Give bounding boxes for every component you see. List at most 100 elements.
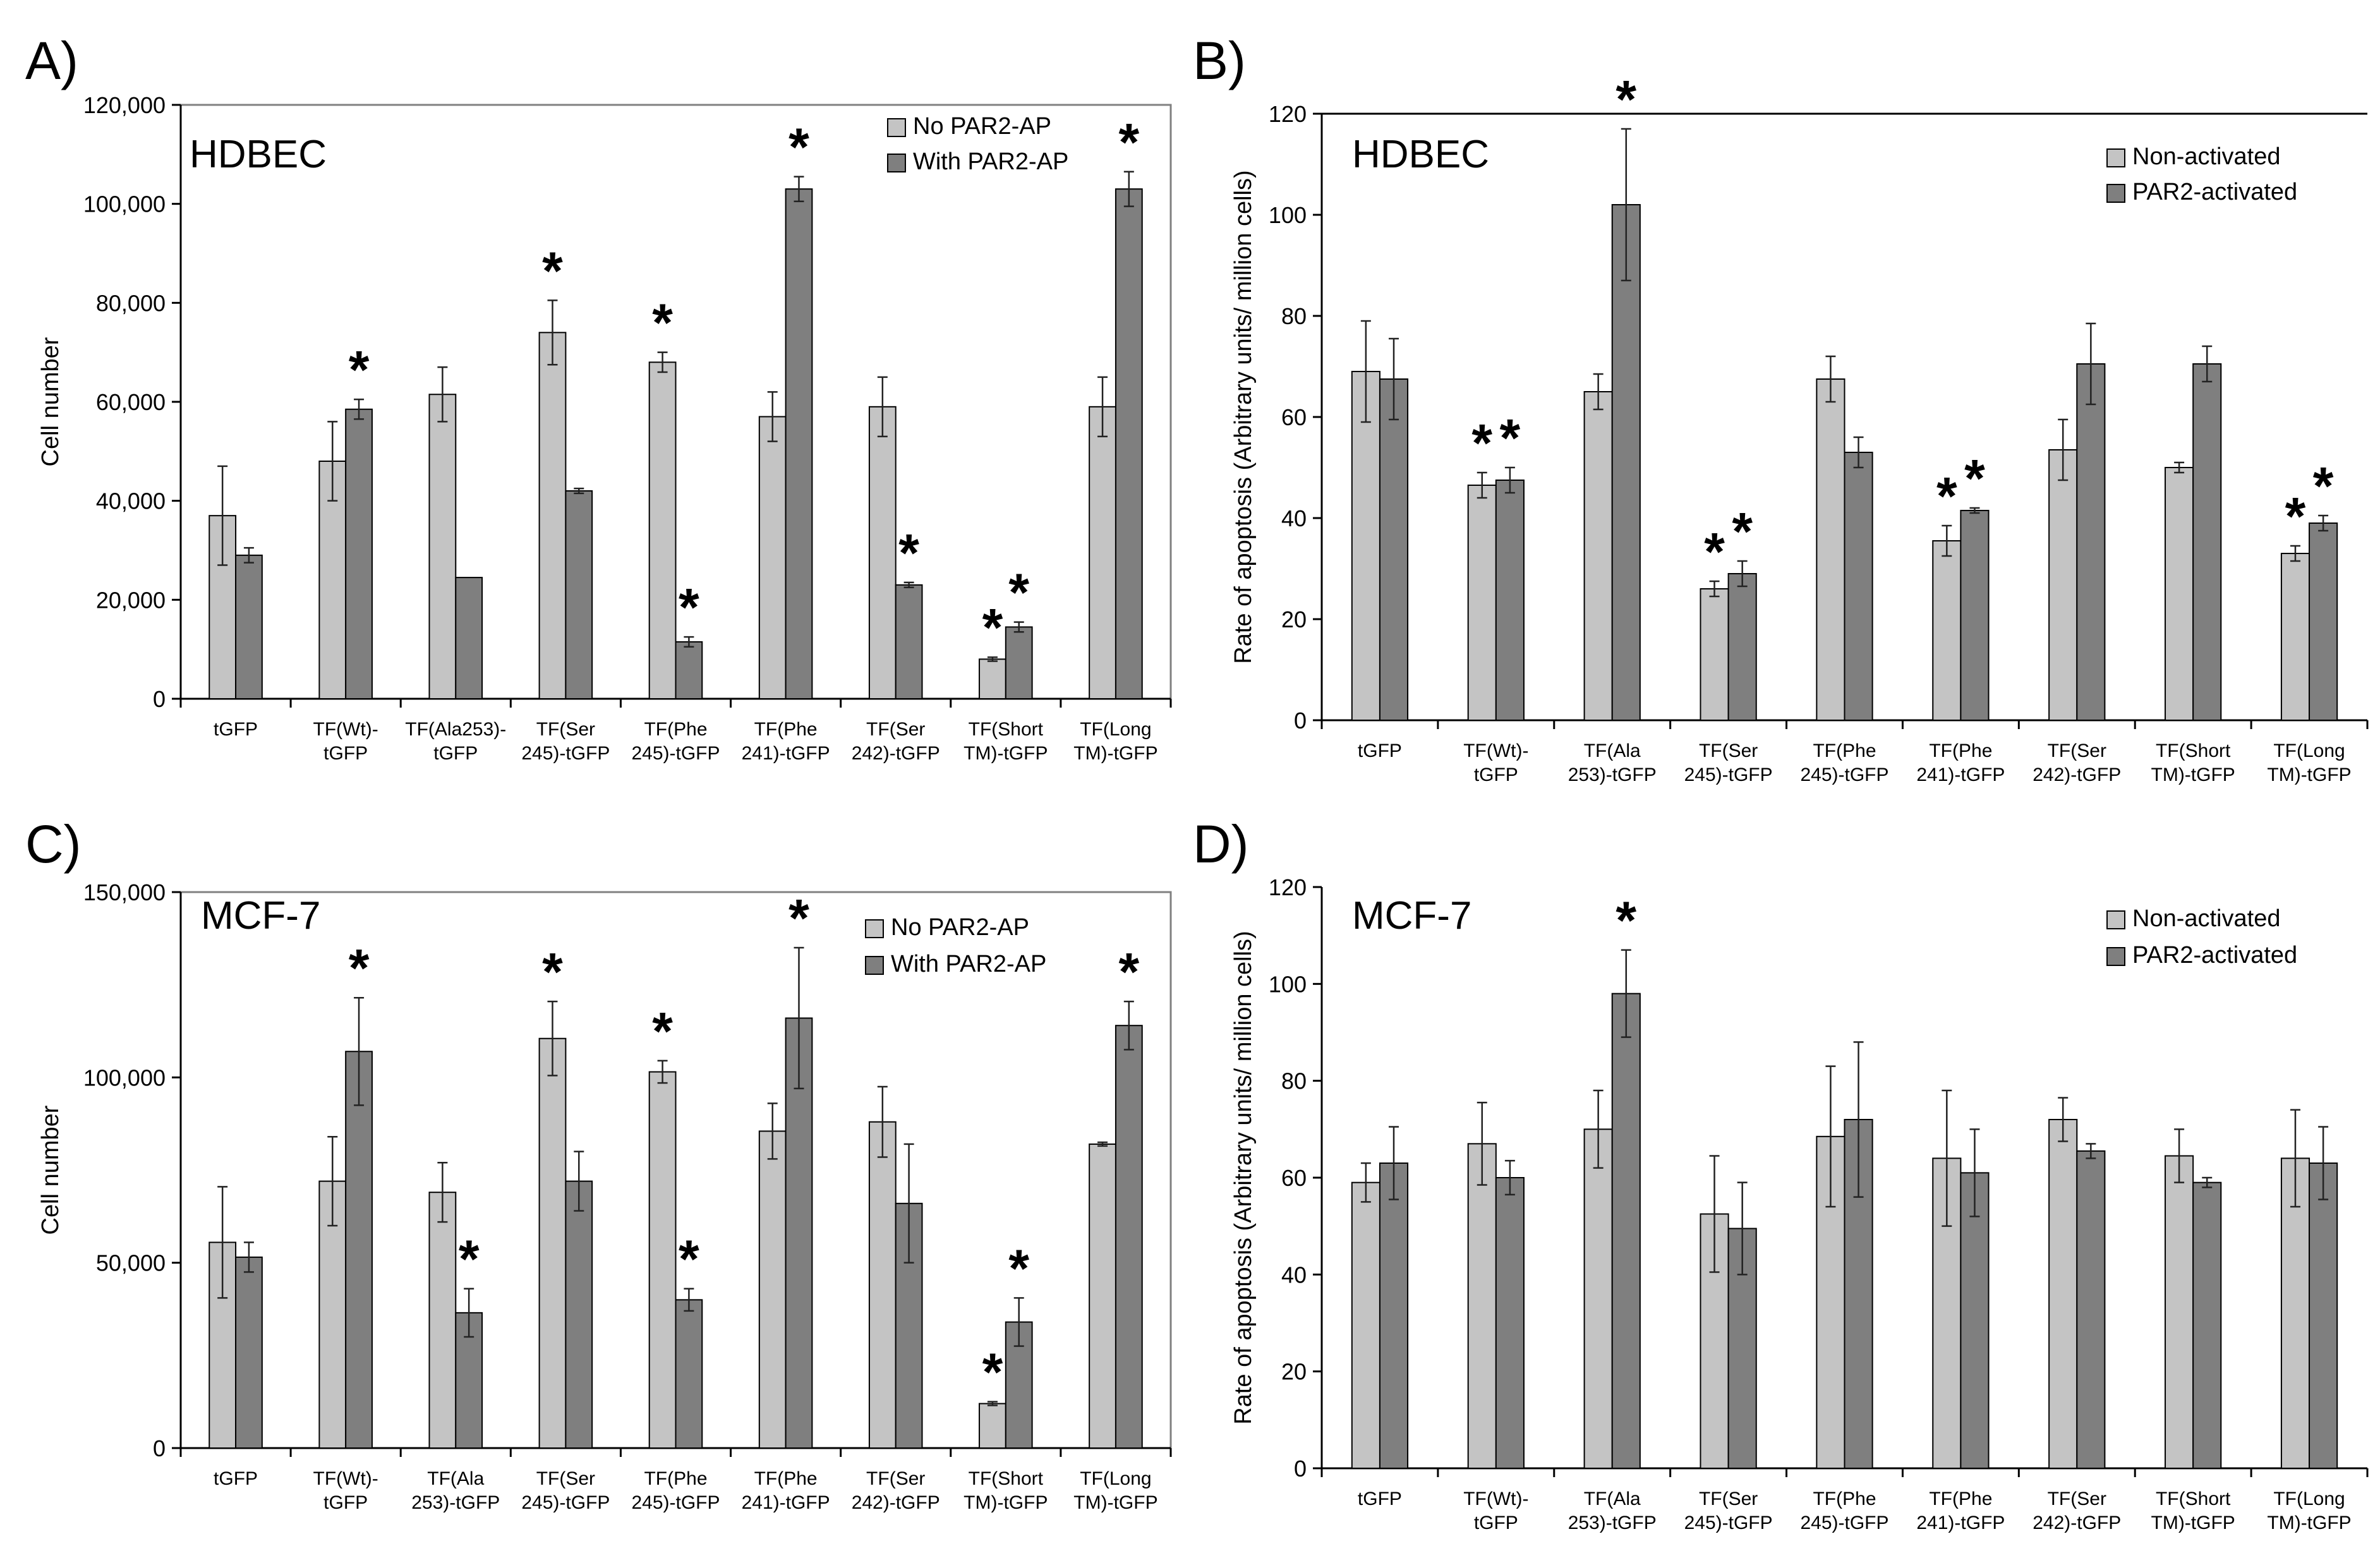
x-tick-label: tGFP (1474, 1513, 1518, 1533)
y-tick-label: 0 (1294, 1456, 1307, 1482)
x-tick-label: TF(Phe (754, 719, 818, 740)
y-tick-label: 60 (1281, 1165, 1307, 1191)
panel-c: C) 0 50,000 100,000 150,000 tGFP TF(Wt)- tGFP TF… (25, 814, 1172, 1513)
significance-marker: * (1616, 69, 1636, 129)
significance-marker: * (898, 523, 919, 583)
x-tick-label: TF(Long (2273, 740, 2345, 761)
x-tick-label: TF(Long (1080, 719, 1151, 740)
y-axis-label: Rate of apoptosis (Arbitrary units/ mill… (1230, 931, 1257, 1424)
chart-title: MCF-7 (1352, 894, 1471, 938)
bar-control (979, 1403, 1006, 1449)
chart-title: HDBEC (190, 133, 327, 176)
x-tick-label: TF(Wt)- (1463, 740, 1528, 761)
x-tick-label: TF(Wt)- (313, 719, 378, 740)
x-tick-label: TF(Ala253)- (405, 719, 506, 740)
bar-activated (1844, 452, 1873, 721)
x-tick-label: TM)-tGFP (2267, 764, 2351, 785)
legend-swatch (865, 956, 884, 975)
x-tick-label: TF(Ser (2048, 1489, 2106, 1509)
y-tick-label: 0 (153, 686, 166, 712)
legend-label: No PAR2-AP (913, 113, 1051, 140)
x-tick-label: tGFP (1358, 740, 1402, 761)
significance-marker: * (459, 1229, 480, 1289)
bar-activated (455, 577, 483, 699)
x-tick-label: tGFP (214, 1468, 258, 1489)
x-tick-label: TF(Ala (1584, 740, 1641, 761)
bar-activated (2192, 1181, 2222, 1469)
x-tick-label: tGFP (214, 719, 258, 740)
x-tick-label: TM)-tGFP (1073, 1492, 1157, 1513)
panel-b: B) 0 20 40 60 80 100 120 tGFP TF(Wt)- tGFP TF(Ala 25… (1193, 31, 2369, 785)
x-tick-label: 253)-tGFP (1568, 1513, 1657, 1533)
x-tick-label: 242)-tGFP (2033, 1513, 2121, 1533)
y-axis-label: Cell number (37, 337, 64, 466)
x-tick-label: tGFP (323, 743, 368, 764)
significance-marker: * (1118, 942, 1139, 1001)
x-tick-label: 245)-tGFP (521, 1492, 610, 1513)
legend-label: PAR2-activated (2132, 179, 2297, 205)
legend-label: Non-activated (2132, 143, 2280, 170)
significance-marker: * (542, 241, 563, 300)
significance-marker: * (349, 340, 370, 399)
y-tick-label: 40 (1281, 1262, 1307, 1288)
bar-activated (2192, 363, 2222, 721)
x-tick-label: TF(Phe (1929, 1489, 1992, 1509)
x-tick-label: TF(Short (2156, 1489, 2231, 1509)
legend-swatch (865, 919, 884, 938)
x-tick-label: TF(Phe (1813, 740, 1876, 761)
y-tick-label: 80 (1281, 1068, 1307, 1094)
x-tick-label: TF(Phe (754, 1468, 818, 1489)
significance-marker: * (982, 1343, 1003, 1402)
x-tick-label: TM)-tGFP (963, 1492, 1048, 1513)
legend-label: PAR2-activated (2132, 942, 2297, 969)
bar-activated (1727, 573, 1757, 721)
bar-activated (785, 188, 813, 699)
y-tick-label: 20,000 (96, 587, 166, 613)
legend-swatch (2106, 947, 2125, 966)
x-tick-label: TF(Ala (1584, 1489, 1641, 1509)
x-tick-label: 253)-tGFP (1568, 764, 1657, 785)
legend-label: Non-activated (2132, 905, 2280, 932)
bar-control (538, 332, 567, 699)
bar-control (758, 416, 787, 699)
bar-activated (675, 641, 703, 700)
x-tick-label: TF(Ser (866, 1468, 925, 1489)
x-tick-label: TF(Phe (644, 1468, 707, 1489)
bar-control (2165, 1155, 2194, 1469)
x-tick-label: TF(Phe (1929, 740, 1992, 761)
x-tick-label: TF(Ser (1699, 1489, 1758, 1509)
bar-activated (345, 1051, 373, 1449)
bar-control (1816, 378, 1845, 721)
significance-marker: * (652, 293, 673, 353)
x-tick-label: 245)-tGFP (1800, 1513, 1888, 1533)
bar-activated (1960, 1172, 1990, 1470)
x-tick-label: 245)-tGFP (631, 1492, 720, 1513)
bar-control (868, 406, 897, 699)
x-tick-label: 242)-tGFP (852, 1492, 940, 1513)
y-tick-label: 20 (1281, 607, 1307, 632)
significance-marker: * (2313, 456, 2334, 516)
legend-swatch (2106, 910, 2125, 929)
bar-control (1351, 1181, 1380, 1469)
panel-label: B) (1193, 31, 1246, 90)
x-tick-label: tGFP (1474, 764, 1518, 785)
bar-control (2165, 467, 2194, 721)
bar-activated (2076, 363, 2106, 721)
bar-control (2048, 449, 2078, 721)
bar-activated (1960, 510, 1990, 721)
x-tick-label: TF(Long (1080, 1468, 1151, 1489)
significance-marker: * (679, 1229, 699, 1289)
panel-label: D) (1193, 814, 1249, 874)
y-tick-label: 80 (1281, 303, 1307, 329)
chart-title: MCF-7 (201, 894, 320, 938)
y-tick-label: 80,000 (96, 290, 166, 316)
bar-activated (1114, 1025, 1143, 1449)
significance-marker: * (1704, 522, 1725, 581)
significance-marker: * (652, 1001, 673, 1061)
x-tick-label: TM)-tGFP (2151, 764, 2235, 785)
x-tick-label: 245)-tGFP (1800, 764, 1888, 785)
bar-activated (1495, 480, 1525, 721)
bar-control (648, 1071, 677, 1449)
x-tick-label: TF(Ser (1699, 740, 1758, 761)
x-tick-label: tGFP (1358, 1489, 1402, 1509)
